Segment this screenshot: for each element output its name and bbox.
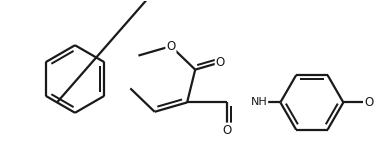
Text: NH: NH <box>251 97 267 107</box>
Text: O: O <box>364 96 374 109</box>
Text: O: O <box>216 56 225 69</box>
Text: O: O <box>223 124 232 137</box>
Text: O: O <box>166 40 175 53</box>
